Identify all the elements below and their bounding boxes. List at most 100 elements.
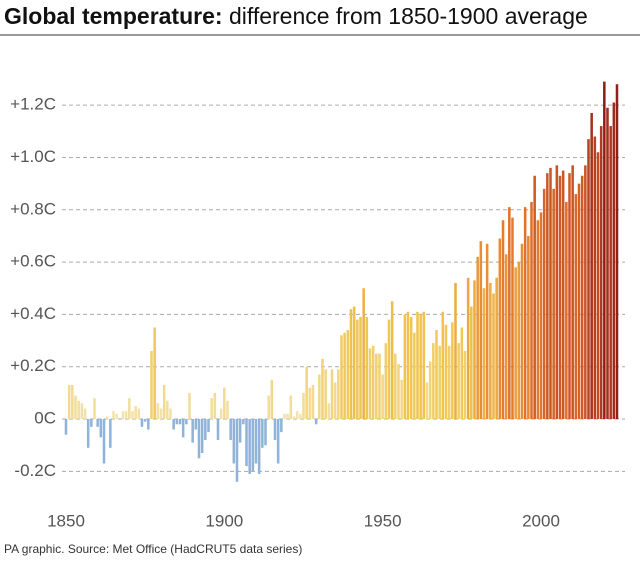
bar — [612, 102, 616, 420]
bar — [428, 361, 432, 420]
bar — [359, 317, 362, 420]
bar — [470, 306, 473, 420]
bar — [283, 413, 286, 420]
bar — [539, 212, 543, 420]
bar — [416, 311, 419, 420]
y-tick-label: -0.2C — [14, 461, 56, 480]
bar — [580, 175, 584, 420]
bar — [235, 419, 239, 482]
y-tick-label: +1.0C — [10, 147, 56, 166]
bar — [495, 277, 498, 420]
bar — [451, 322, 454, 420]
y-tick-label: +1.2C — [10, 95, 56, 114]
bar — [204, 419, 207, 440]
bar — [419, 314, 422, 420]
bar — [261, 419, 264, 448]
bar — [511, 217, 514, 420]
bar — [552, 188, 555, 420]
bar — [365, 317, 369, 420]
bar — [438, 345, 441, 420]
bar — [432, 343, 435, 420]
bar — [280, 419, 283, 433]
bar — [375, 353, 378, 420]
bar — [384, 343, 388, 420]
bar — [463, 351, 467, 420]
bar — [530, 201, 533, 420]
bar — [546, 173, 549, 420]
bar — [441, 311, 445, 420]
bar — [615, 84, 619, 420]
bar — [492, 293, 495, 420]
bar — [223, 387, 226, 420]
bar — [333, 382, 337, 420]
bar — [542, 188, 546, 420]
bar — [318, 374, 321, 420]
bar — [397, 364, 400, 420]
bar — [124, 411, 128, 420]
bar — [96, 419, 99, 427]
bar — [593, 136, 597, 420]
bar — [162, 385, 166, 420]
bar — [226, 400, 229, 420]
bar — [349, 309, 353, 420]
bar — [71, 385, 74, 420]
bar — [501, 220, 505, 420]
bar — [330, 369, 334, 420]
bar — [425, 382, 429, 420]
x-tick-label: 1900 — [205, 511, 243, 530]
bar — [327, 403, 331, 420]
bar — [460, 327, 464, 420]
bar — [337, 369, 340, 420]
bar — [80, 403, 84, 420]
bar — [324, 369, 327, 420]
bar — [356, 319, 359, 420]
bar — [229, 419, 232, 440]
bar — [159, 408, 163, 420]
bar — [276, 419, 280, 464]
bar — [112, 411, 115, 420]
bar — [514, 267, 517, 420]
bar — [270, 379, 274, 420]
bar — [77, 400, 80, 420]
y-tick-label: 0C — [34, 409, 56, 428]
bar — [422, 311, 426, 420]
bar — [409, 317, 413, 420]
bar — [248, 419, 251, 474]
bar — [520, 243, 524, 420]
bar — [64, 419, 68, 435]
bar — [387, 319, 391, 420]
bar — [245, 419, 248, 467]
bar — [305, 366, 308, 420]
bar — [482, 288, 486, 420]
bar — [343, 332, 346, 420]
bar — [609, 126, 612, 420]
title: Global temperature: — [4, 3, 223, 29]
bar — [394, 353, 397, 420]
bar — [508, 207, 511, 420]
bar — [587, 139, 590, 420]
bar — [169, 408, 172, 420]
bar — [210, 398, 213, 420]
bar — [194, 419, 198, 430]
bar — [93, 398, 96, 420]
bar — [134, 405, 137, 420]
bar — [381, 374, 384, 420]
bar — [232, 419, 236, 464]
bar — [574, 194, 578, 420]
bar — [362, 288, 365, 420]
bar — [188, 392, 191, 420]
bar — [213, 392, 217, 420]
bar — [74, 395, 77, 420]
bar — [166, 400, 169, 420]
bar — [178, 419, 182, 425]
bar — [302, 392, 305, 420]
bar — [504, 254, 508, 420]
y-tick-label: +0.4C — [10, 304, 56, 323]
y-tick-label: +0.6C — [10, 252, 56, 271]
bar — [172, 419, 175, 430]
bar — [527, 235, 530, 420]
bar — [340, 335, 343, 420]
bar — [156, 403, 160, 420]
bar — [346, 330, 350, 420]
